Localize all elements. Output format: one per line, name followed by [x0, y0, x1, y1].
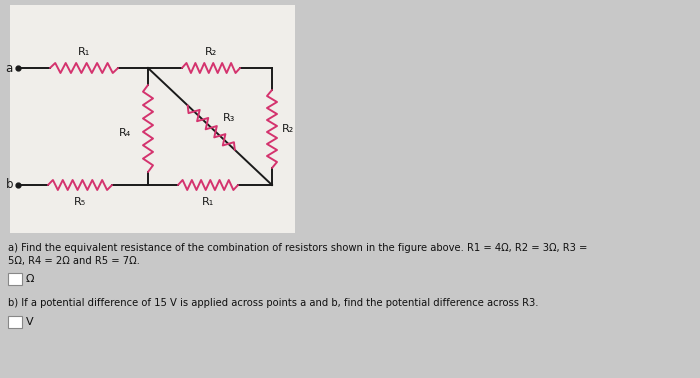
Text: b) If a potential difference of 15 V is applied across points a and b, find the : b) If a potential difference of 15 V is …: [8, 298, 538, 308]
Text: Ω: Ω: [26, 274, 34, 284]
Bar: [10, 5, 295, 233]
Bar: [8, 316, 22, 328]
Text: R₁: R₁: [78, 47, 90, 57]
Text: 5Ω, R4 = 2Ω and R5 = 7Ω.: 5Ω, R4 = 2Ω and R5 = 7Ω.: [8, 256, 140, 266]
Text: b: b: [6, 178, 13, 192]
Text: a: a: [6, 62, 13, 74]
Text: R₃: R₃: [223, 113, 236, 123]
Text: R₂: R₂: [282, 124, 294, 134]
Bar: [8, 273, 22, 285]
Text: R₁: R₁: [202, 197, 214, 207]
Text: R₄: R₄: [119, 129, 131, 138]
Text: a) Find the equivalent resistance of the combination of resistors shown in the f: a) Find the equivalent resistance of the…: [8, 243, 587, 253]
Text: R₂: R₂: [205, 47, 217, 57]
Text: V: V: [26, 317, 34, 327]
Text: R₅: R₅: [74, 197, 86, 207]
